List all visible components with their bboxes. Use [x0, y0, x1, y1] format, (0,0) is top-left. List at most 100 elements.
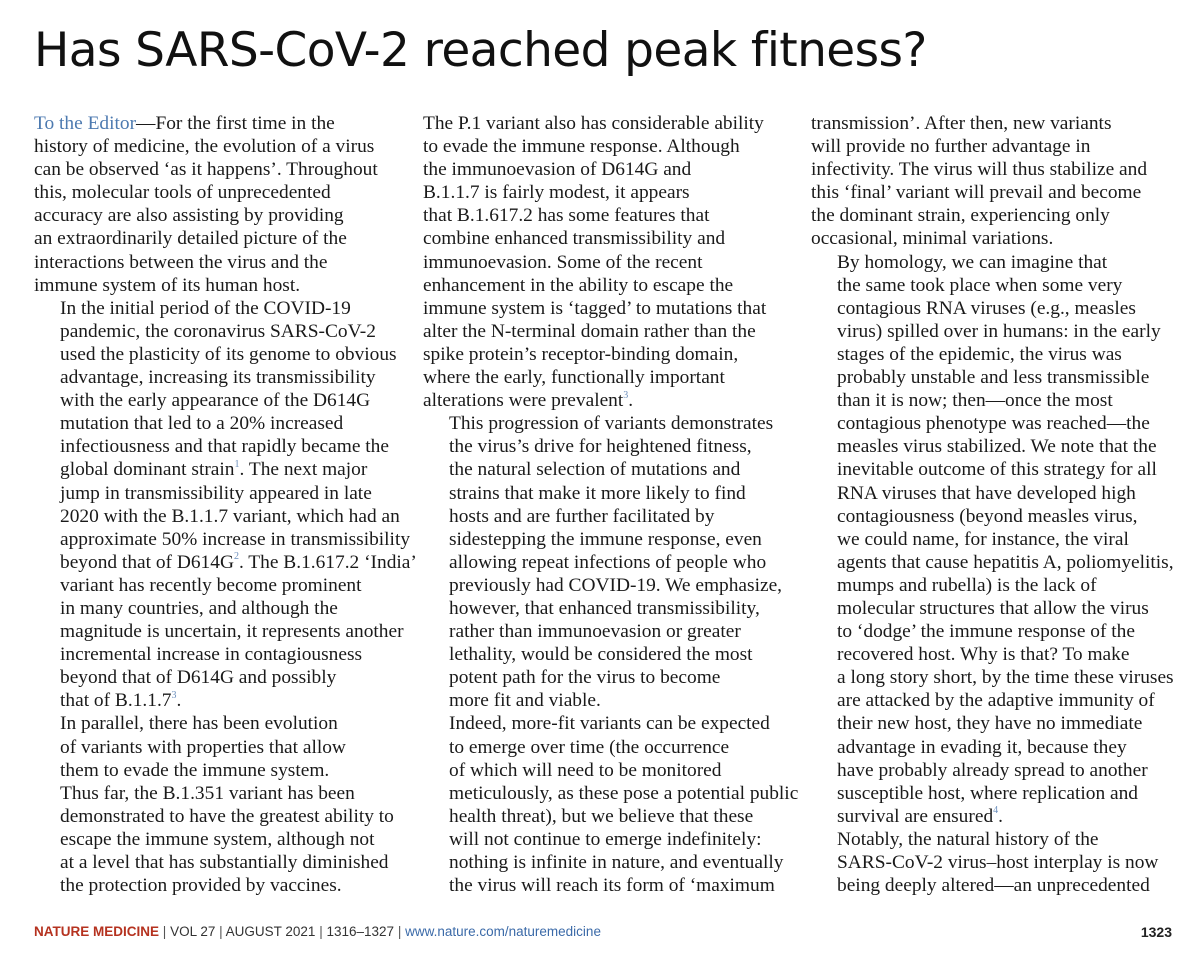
- text-line: lethality, would be considered the most: [449, 644, 753, 666]
- text-line: incremental increase in contagiousness: [60, 644, 363, 666]
- text-line: pandemic, the coronavirus SARS-CoV-2: [60, 320, 376, 342]
- text-line: meticulously, as these pose a potential …: [449, 782, 799, 804]
- text-line: will not continue to emerge indefinitely…: [449, 828, 762, 850]
- text-fragment: alterations were prevalent: [423, 390, 624, 412]
- text-line: can be observed ‘as it happens’. Through…: [34, 159, 378, 181]
- text-line: an extraordinarily detailed picture of t…: [34, 228, 347, 250]
- citation-link[interactable]: 4: [993, 805, 999, 817]
- text-line: global dominant strain1. The next major: [34, 458, 394, 481]
- text-line: virus) spilled over in humans: in the ea…: [837, 320, 1161, 342]
- text-fragment: —For the first time in the: [136, 113, 335, 134]
- text-line: occasional, minimal variations.: [811, 228, 1054, 250]
- text-line: jump in transmissibility appeared in lat…: [60, 482, 372, 504]
- footer-separator: |: [319, 924, 323, 939]
- text-line: than it is now; then—once the most: [837, 390, 1113, 412]
- text-line: probably unstable and less transmissible: [837, 367, 1150, 389]
- paragraph: Notably, the natural history of the SARS…: [811, 828, 1171, 897]
- journal-url-link[interactable]: www.nature.com/naturemedicine: [405, 924, 601, 939]
- text-line: the immunoevasion of D614G and: [423, 159, 692, 181]
- text-line: their new host, they have no immediate: [837, 713, 1143, 735]
- text-line: rather than immunoevasion or greater: [449, 621, 741, 643]
- text-line: variant has recently become prominent: [60, 574, 362, 596]
- text-line: being deeply altered—an unprecedented: [837, 875, 1150, 897]
- text-line: To the Editor—For the first time in the: [34, 112, 394, 135]
- text-line: the protection provided by vaccines.: [60, 875, 342, 897]
- text-line: are attacked by the adaptive immunity of: [837, 690, 1155, 712]
- text-line: we could name, for instance, the viral: [837, 528, 1129, 550]
- text-line: hosts and are further facilitated by: [449, 505, 715, 527]
- footer-separator: |: [219, 924, 223, 939]
- text-line: however, that enhanced transmissibility,: [449, 597, 760, 619]
- volume-info: VOL 27: [170, 924, 216, 939]
- text-line: sidestepping the immune response, even: [449, 528, 762, 550]
- text-line: infectiousness and that rapidly became t…: [60, 436, 389, 458]
- text-line: This progression of variants demonstrate…: [449, 413, 774, 435]
- text-line: previously had COVID-19. We emphasize,: [449, 574, 783, 596]
- citation-link[interactable]: 2: [233, 551, 239, 563]
- citation-link[interactable]: 3: [171, 689, 177, 701]
- text-line: Thus far, the B.1.351 variant has been: [60, 782, 355, 804]
- text-line: Indeed, more-fit variants can be expecte…: [449, 713, 770, 735]
- text-line: contagiousness (beyond measles virus,: [837, 505, 1138, 527]
- paragraph: To the Editor—For the first time in the …: [34, 112, 394, 297]
- text-fragment: . The B.1.617.2 ‘India’: [238, 551, 417, 573]
- text-line: this, molecular tools of unprecedented: [34, 182, 331, 204]
- paragraph: In parallel, there has been evolution of…: [34, 712, 394, 897]
- citation-link[interactable]: 3: [623, 389, 629, 401]
- text-line: advantage, increasing its transmissibili…: [60, 367, 376, 389]
- paragraph: Indeed, more-fit variants can be expecte…: [423, 712, 799, 897]
- text-fragment: .: [628, 390, 634, 412]
- text-line: to emerge over time (the occurrence: [449, 736, 730, 758]
- text-line: have probably already spread to another: [837, 759, 1148, 781]
- text-line: potent path for the virus to become: [449, 667, 721, 689]
- footer-separator: |: [162, 924, 167, 939]
- text-fragment: beyond that of D614G: [60, 551, 234, 573]
- text-line: that of B.1.1.73.: [34, 689, 394, 712]
- text-line: to evade the immune response. Although: [423, 136, 740, 158]
- paragraph: The P.1 variant also has considerable ab…: [423, 112, 795, 412]
- text-line: used the plasticity of its genome to obv…: [60, 343, 397, 365]
- text-line: will provide no further advantage in: [811, 136, 1091, 158]
- text-line: the natural selection of mutations and: [449, 459, 741, 481]
- text-line: contagious phenotype was reached—the: [837, 413, 1150, 435]
- text-line: in many countries, and although the: [60, 597, 338, 619]
- text-line: the same took place when some very: [837, 274, 1123, 296]
- text-line: mumps and rubella) is the lack of: [837, 574, 1097, 596]
- text-line: alter the N-terminal domain rather than …: [423, 320, 756, 342]
- text-line: strains that make it more likely to find: [449, 482, 746, 504]
- page-number: 1323: [1140, 924, 1172, 940]
- text-line: recovered host. Why is that? To make: [837, 644, 1130, 666]
- text-line: nothing is infinite in nature, and event…: [449, 852, 784, 873]
- text-line: beyond that of D614G and possibly: [60, 667, 337, 689]
- text-line: survival are ensured4.: [811, 805, 1171, 828]
- text-line: them to evade the immune system.: [60, 759, 330, 781]
- text-line: where the early, functionally important: [423, 367, 725, 389]
- page-range: 1316–1327: [326, 924, 395, 939]
- text-line: demonstrated to have the greatest abilit…: [60, 805, 394, 827]
- text-line: mutation that led to a 20% increased: [60, 413, 344, 435]
- footer-separator: |: [397, 924, 402, 939]
- text-line: infectivity. The virus will thus stabili…: [811, 159, 1148, 181]
- text-line: spike protein’s receptor-binding domain,: [423, 343, 739, 365]
- text-line: with the early appearance of the D614G: [60, 390, 371, 412]
- text-line: immunoevasion. Some of the recent: [423, 251, 703, 273]
- text-line: transmission’. After then, new variants: [811, 113, 1112, 134]
- text-line: allowing repeat infections of people who: [449, 551, 767, 573]
- text-line: of variants with properties that allow: [60, 736, 346, 758]
- text-line: accuracy are also assisting by providing: [34, 205, 344, 227]
- text-line: By homology, we can imagine that: [837, 251, 1108, 273]
- text-line: In parallel, there has been evolution: [60, 713, 338, 735]
- text-line: susceptible host, where replication and: [837, 782, 1138, 804]
- text-line: the virus will reach its form of ‘maximu…: [449, 875, 775, 897]
- text-line: advantage in evading it, because they: [837, 736, 1127, 758]
- text-line: to ‘dodge’ the immune response of the: [837, 621, 1135, 643]
- text-line: immune system of its human host.: [34, 274, 301, 296]
- text-column-3: transmission’. After then, new variants …: [811, 112, 1174, 897]
- text-line: The P.1 variant also has considerable ab…: [423, 113, 764, 134]
- paragraph: This progression of variants demonstrate…: [423, 412, 795, 712]
- paragraph: By homology, we can imagine that the sam…: [811, 251, 1174, 828]
- citation-link[interactable]: 1: [234, 458, 240, 470]
- text-line: the dominant strain, experiencing only: [811, 205, 1110, 227]
- journal-name: NATURE MEDICINE: [34, 924, 160, 939]
- text-line: beyond that of D614G2. The B.1.617.2 ‘In…: [34, 551, 417, 574]
